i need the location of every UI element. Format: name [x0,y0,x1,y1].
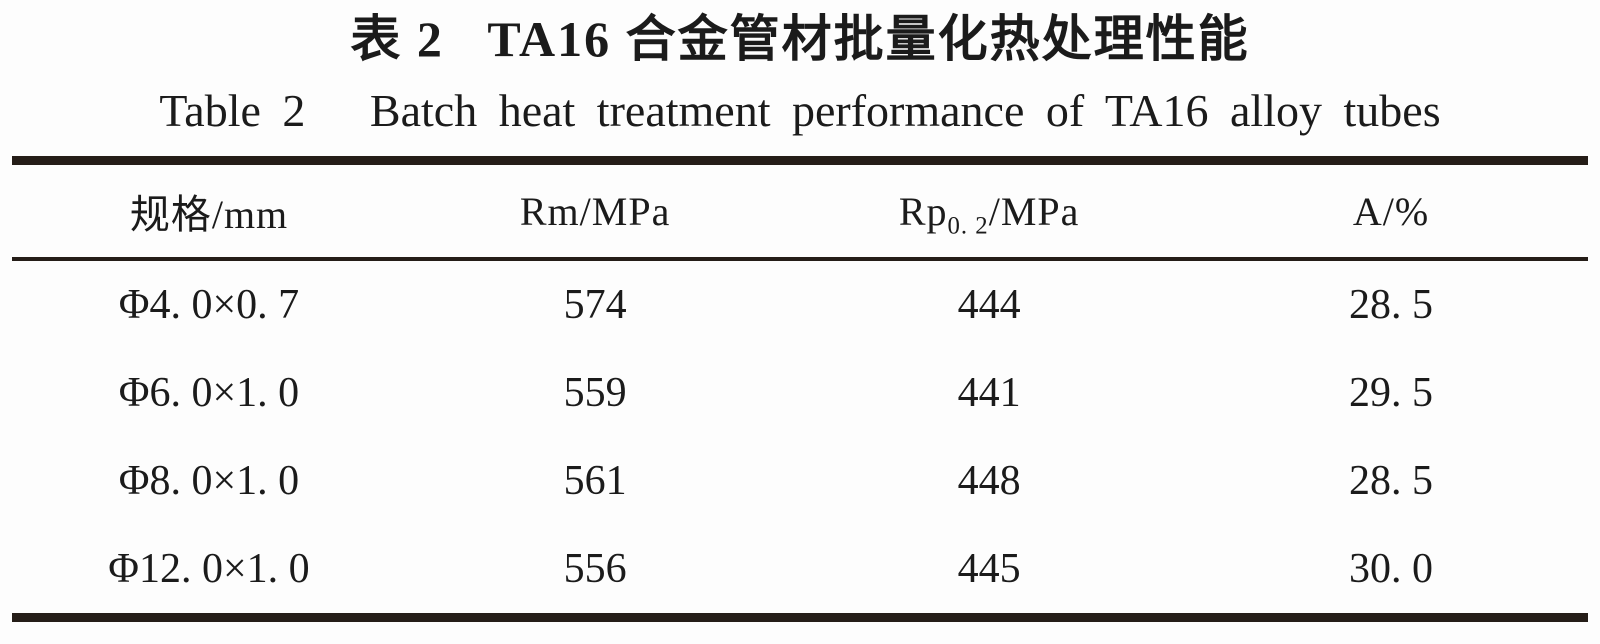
cell-elongation: 28. 5 [1348,282,1433,328]
cell-rm: 559 [563,370,627,416]
cell-spec: Φ6. 0×1. 0 [118,370,300,416]
cell-rm: 561 [563,458,627,504]
column-header-rm: Rm/MPa [519,188,671,234]
table-header-row: 规格/mm Rm/MPa Rp0. 2/MPa A/% [12,165,1588,257]
cell-rm: 556 [563,546,627,592]
cell-rp02: 445 [957,546,1021,592]
cell-spec: Φ8. 0×1. 0 [118,458,300,504]
rp-subscript-text: 0. 2 [947,212,989,240]
cell-rp02: 444 [957,282,1021,328]
cell-spec: Φ12. 0×1. 0 [108,546,310,592]
rp-base-text: Rp [898,188,948,234]
column-header-spec: 规格/mm [129,192,289,237]
table-caption-english: Table 2 Batch heat treatment performance… [159,85,1441,136]
cell-elongation: 28. 5 [1348,458,1433,504]
table-header-rule [12,257,1588,261]
cell-spec: Φ4. 0×0. 7 [118,282,300,328]
table-bottom-rule [12,613,1588,622]
table-row: Φ4. 0×0. 7 574 444 28. 5 [12,261,1588,349]
data-table: 规格/mm Rm/MPa Rp0. 2/MPa A/% Φ4. 0×0. 7 5… [12,156,1588,622]
table-row: Φ8. 0×1. 0 561 448 28. 5 [12,437,1588,525]
cell-elongation: 30. 0 [1348,546,1433,592]
cell-rp02: 448 [957,458,1021,504]
table-row: Φ12. 0×1. 0 556 445 30. 0 [12,525,1588,613]
cell-elongation: 29. 5 [1348,370,1433,416]
table-caption-chinese: 表 2 TA16 合金管材批量化热处理性能 [350,11,1250,67]
table-top-rule [12,156,1588,165]
column-header-rp02: Rp0. 2/MPa [784,188,1194,239]
cell-rp02: 441 [957,370,1021,416]
cell-rm: 574 [563,282,627,328]
rp-unit-text: /MPa [988,188,1080,234]
table-row: Φ6. 0×1. 0 559 441 29. 5 [12,349,1588,437]
column-header-elongation: A/% [1352,188,1430,234]
